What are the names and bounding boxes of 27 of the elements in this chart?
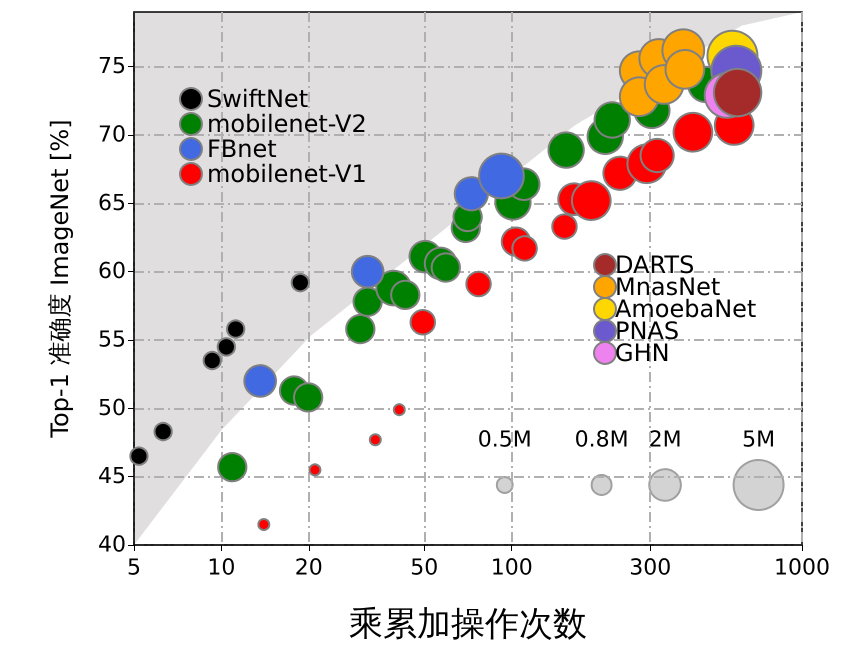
legend-label: 0.5M bbox=[478, 428, 532, 452]
y-tick-label: 40 bbox=[98, 532, 126, 558]
x-tick-label: 300 bbox=[629, 556, 672, 580]
legend-label: 0.8M bbox=[574, 428, 629, 452]
legend-label: mobilenet-V1 bbox=[207, 160, 367, 188]
y-tick-label: 60 bbox=[98, 259, 126, 284]
x-tick-label: 1000 bbox=[774, 556, 830, 580]
x-axis-title: 乘累加操作次数 bbox=[349, 604, 587, 644]
y-tick-label: 65 bbox=[98, 190, 126, 216]
legend-label: GHN bbox=[615, 339, 670, 367]
x-tick-label: 20 bbox=[294, 556, 323, 580]
x-tick-label: 5 bbox=[127, 556, 141, 580]
legend-label: 2M bbox=[648, 428, 682, 452]
legend-label: 5M bbox=[742, 428, 776, 452]
legend-label: SwiftNet bbox=[207, 85, 308, 113]
y-tick-label: 70 bbox=[98, 122, 126, 148]
legend-label: mobilenet-V2 bbox=[207, 110, 367, 138]
x-tick-label: 50 bbox=[410, 556, 438, 580]
y-tick-label: 55 bbox=[98, 328, 126, 352]
y-tick-label: 45 bbox=[98, 464, 126, 490]
y-tick-label: 50 bbox=[98, 396, 126, 421]
x-tick-label: 10 bbox=[207, 556, 236, 580]
legend-label: DARTS bbox=[615, 251, 694, 279]
x-tick-label: 100 bbox=[490, 556, 533, 580]
y-tick-label: 75 bbox=[98, 54, 126, 80]
y-axis-title: Top-1 准确度 ImageNet [%] bbox=[46, 119, 74, 439]
legend-label: FBnet bbox=[207, 135, 277, 163]
